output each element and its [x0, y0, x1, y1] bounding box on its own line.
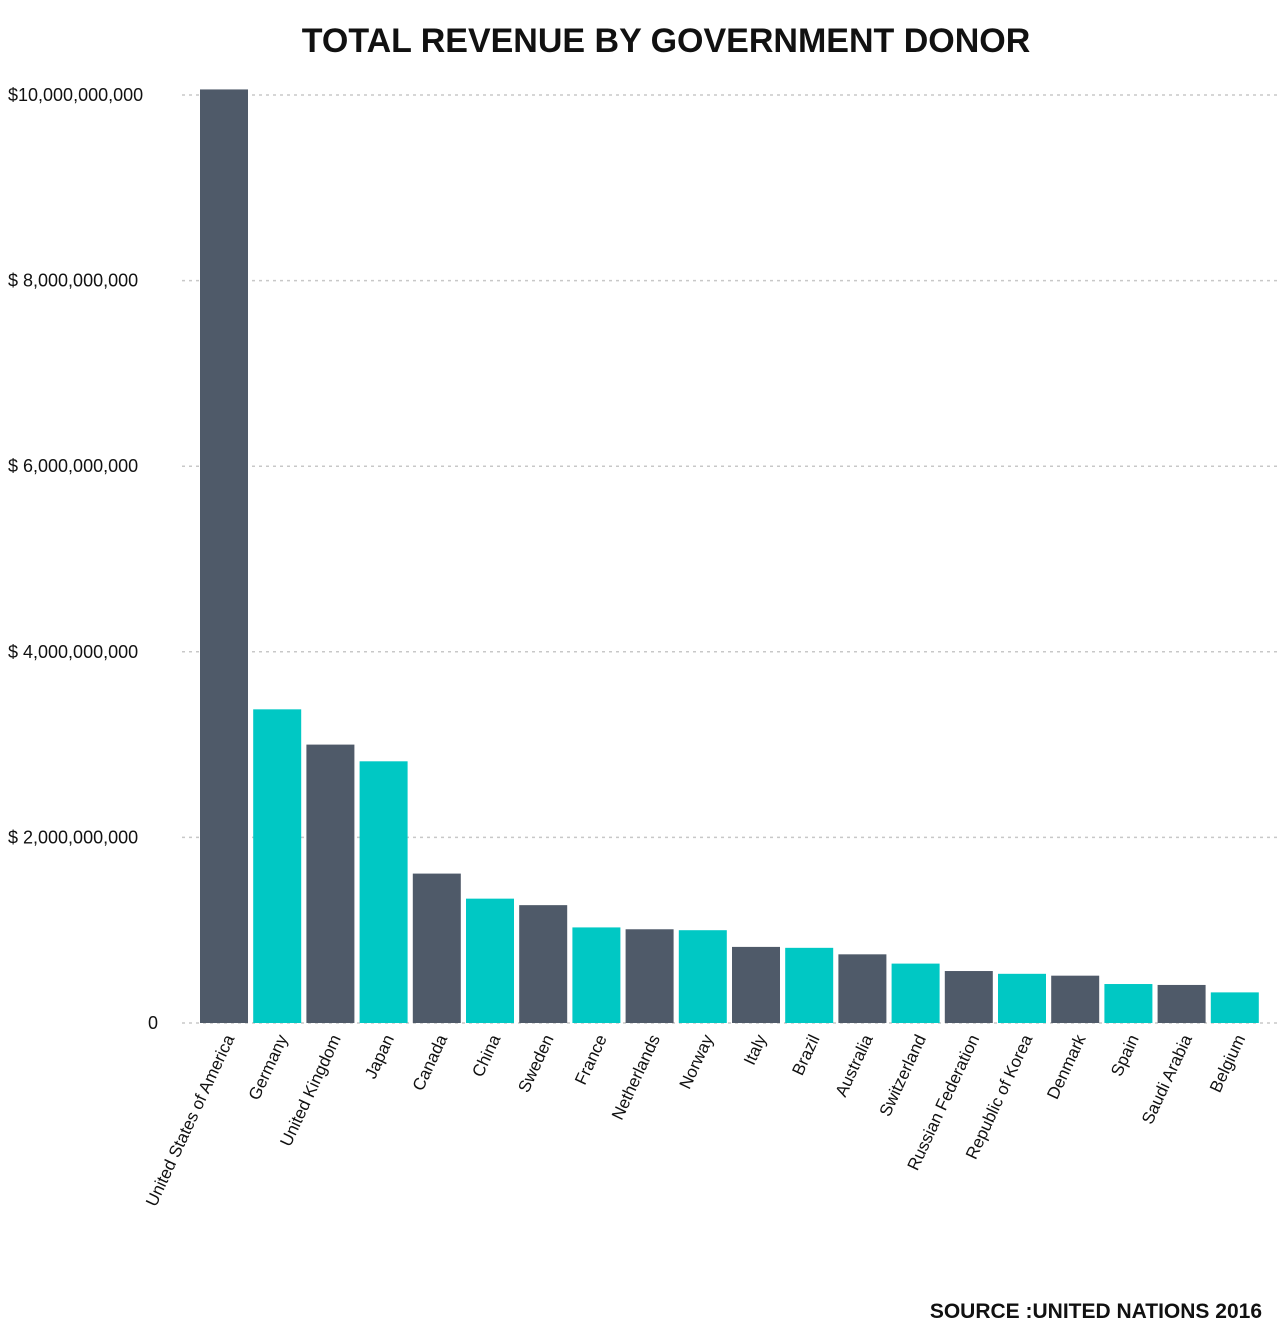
x-tick-label: United States of America — [142, 1031, 239, 1209]
bar — [359, 761, 408, 1023]
y-tick-label: $ 6,000,000,000 — [8, 456, 138, 476]
x-tick-label: Denmark — [1043, 1031, 1090, 1102]
x-tick-label: Sweden — [514, 1032, 557, 1096]
source-note: SOURCE :UNITED NATIONS 2016 — [930, 1300, 1262, 1323]
y-tick-label: $ 4,000,000,000 — [8, 642, 138, 662]
y-axis: 0 $ 2,000,000,000 $ 4,000,000,000 $ 6,000,0… — [8, 85, 158, 1033]
x-tick-label: China — [468, 1031, 504, 1080]
x-tick-label: Belgium — [1206, 1032, 1249, 1096]
x-tick-label: France — [571, 1032, 611, 1088]
bar — [200, 89, 248, 1023]
x-tick-label: Australia — [832, 1031, 877, 1099]
bar — [998, 973, 1046, 1023]
bar — [1051, 975, 1100, 1023]
x-tick-label: Brazil — [788, 1032, 823, 1079]
bar — [678, 930, 727, 1023]
bar — [572, 927, 621, 1023]
y-tick-label: $ 8,000,000,000 — [8, 271, 138, 291]
x-tick-label: Saudi Arabia — [1138, 1031, 1196, 1127]
bars — [200, 89, 1259, 1023]
x-tick-label: Spain — [1107, 1032, 1143, 1079]
bar — [1104, 984, 1153, 1023]
y-tick-label: $ 2,000,000,000 — [8, 827, 138, 847]
bar — [625, 929, 674, 1023]
bar — [944, 971, 993, 1023]
bar — [253, 709, 302, 1023]
x-tick-label: Italy — [740, 1031, 771, 1068]
bar — [412, 873, 461, 1023]
x-tick-label: Japan — [361, 1032, 398, 1082]
bar — [466, 898, 514, 1023]
bar — [785, 947, 834, 1023]
bar — [1157, 984, 1206, 1023]
x-tick-label: Switzerland — [876, 1032, 930, 1120]
chart-title: TOTAL REVENUE BY GOVERNMENT DONOR — [302, 22, 1031, 60]
x-tick-label: Norway — [676, 1031, 718, 1092]
y-tick-label: $10,000,000,000 — [8, 85, 143, 105]
bar — [306, 744, 355, 1023]
y-tick-label: 0 — [148, 1013, 158, 1033]
bar — [732, 946, 780, 1023]
bar — [891, 963, 940, 1023]
x-tick-label: Germany — [245, 1031, 292, 1103]
bar — [519, 905, 568, 1023]
bar — [838, 954, 887, 1023]
bar — [1210, 992, 1259, 1023]
x-tick-label: Netherlands — [608, 1032, 664, 1123]
x-tick-label: Canada — [409, 1031, 452, 1093]
